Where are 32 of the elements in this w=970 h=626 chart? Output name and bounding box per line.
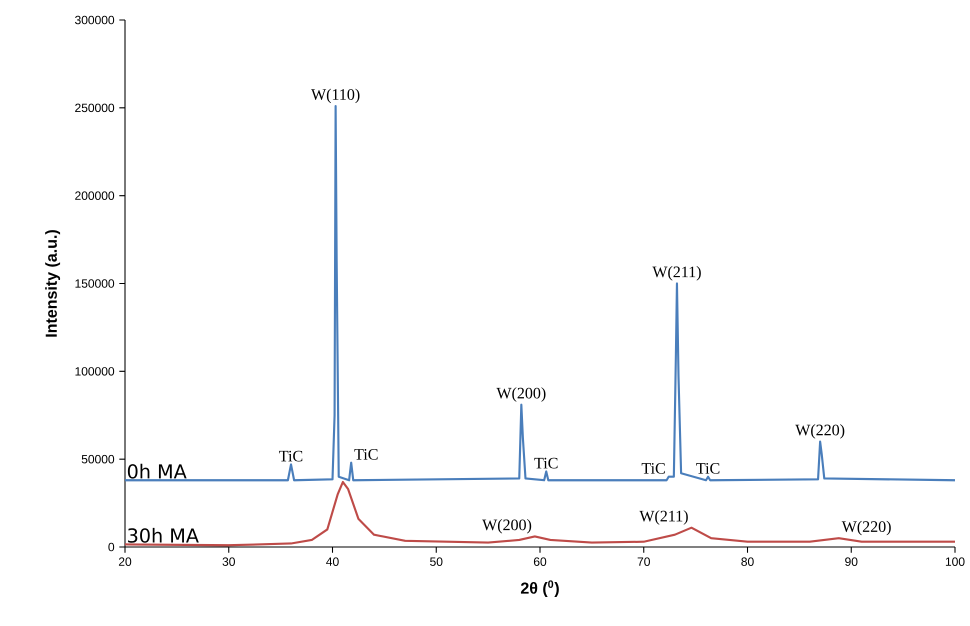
annotation: W(211) bbox=[639, 510, 688, 525]
annotation: TiC bbox=[696, 463, 720, 474]
y-tick-label: 200000 bbox=[75, 191, 114, 200]
x-tick-label: 100 bbox=[946, 557, 965, 566]
annotation: W(211) bbox=[652, 266, 701, 281]
y-tick-label: 150000 bbox=[75, 279, 114, 288]
x-tick-label: 50 bbox=[430, 557, 442, 566]
x-axis-title: 2θ ($^{0}$) bbox=[520, 580, 559, 597]
annotation: W(200) bbox=[482, 519, 532, 534]
annotation: W(110) bbox=[311, 88, 360, 104]
y-tick-label: 100000 bbox=[75, 367, 114, 376]
annotation: TiC bbox=[279, 450, 302, 462]
x-tick-label: 20 bbox=[118, 557, 132, 566]
x-tick-label: 90 bbox=[845, 557, 858, 566]
annotation: TiC bbox=[534, 458, 558, 469]
y-tick-label: 250000 bbox=[75, 104, 114, 112]
x-tick-label: 60 bbox=[534, 557, 546, 566]
x-tick-label: 40 bbox=[326, 557, 339, 566]
x-tick-label: 30 bbox=[222, 557, 235, 566]
annotation: TiC bbox=[642, 463, 665, 474]
annotation: W(200) bbox=[496, 387, 546, 402]
annotation: TiC bbox=[354, 448, 378, 460]
series-label: 0h MA bbox=[128, 464, 187, 479]
x-tick-label: 70 bbox=[638, 557, 650, 566]
y-tick-label: 50000 bbox=[82, 454, 114, 464]
y-tick-label: 0 bbox=[108, 542, 114, 552]
x-tick-label: 80 bbox=[741, 557, 754, 566]
y-axis-title: Intensity (a.u.) bbox=[45, 230, 60, 337]
y-tick-label: 300000 bbox=[75, 16, 114, 24]
series-label: 30h MA bbox=[128, 528, 199, 543]
annotation: W(220) bbox=[842, 520, 891, 536]
annotation: W(220) bbox=[795, 424, 844, 439]
